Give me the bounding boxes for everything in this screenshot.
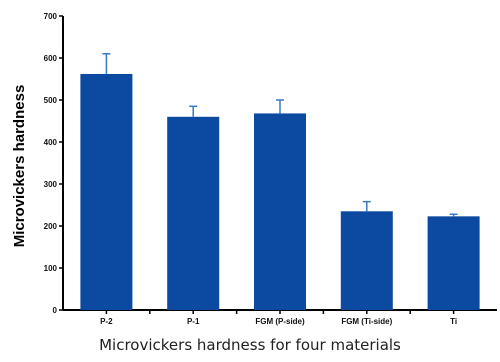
bar [340,211,393,310]
y-tick-label: 500 [44,96,58,105]
y-tick-label: 600 [44,54,58,63]
y-axis: 0 100 200 300 400 500 600 700 [44,12,64,315]
error-bars [102,53,458,217]
x-tick-label: FGM (Ti-side) [341,317,392,326]
bar [167,116,220,310]
bars [80,73,480,311]
x-tick-label: P-2 [100,317,113,326]
y-tick-label: 700 [44,12,58,21]
bar [80,73,133,311]
bar-chart: 0 100 200 300 400 500 600 700 P-2 P-1 FGM (P-side… [11,12,497,326]
y-axis-label: Microvickers hardness [11,85,28,248]
x-tick-label: Ti [450,317,457,326]
y-tick-label: 300 [44,180,58,189]
y-tick-label: 200 [44,222,58,231]
y-tick-label: 100 [44,264,58,273]
bar [254,113,306,310]
bar [427,216,480,310]
figure-caption: Microvickers hardness for four materials [99,336,401,354]
y-tick-label: 400 [44,138,58,147]
y-tick-label: 0 [53,306,58,315]
x-axis: P-2 P-1 FGM (P-side) FGM (Ti-side) Ti [63,309,497,326]
x-tick-label: FGM (P-side) [255,317,305,326]
x-tick-label: P-1 [187,317,200,326]
